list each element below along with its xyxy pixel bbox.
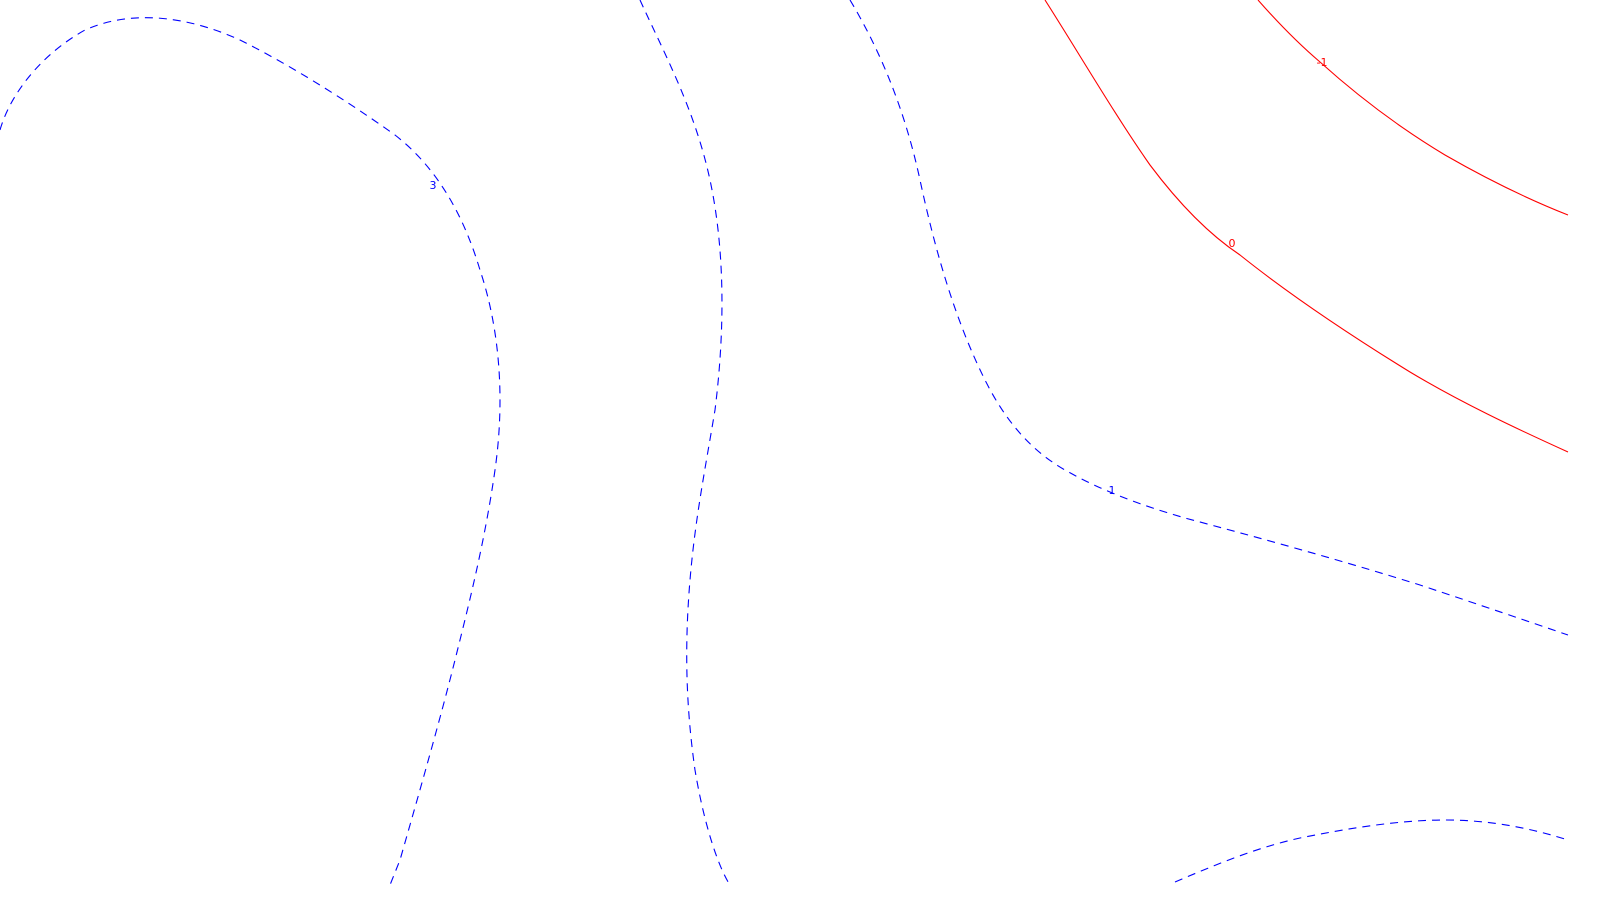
contour-line-neg1 (1257, 0, 1569, 216)
contour-line-bottom-right (1174, 819, 1569, 883)
contour-line-middle (639, 0, 731, 886)
contour-label-neg1: -1 (1317, 56, 1328, 69)
contour-label-1: 1 (1109, 484, 1116, 497)
contour-label-3: 3 (430, 179, 437, 192)
contour-line-0 (1044, 0, 1569, 453)
contour-label-0: 0 (1229, 237, 1236, 250)
contour-line-1 (849, 0, 1569, 636)
contour-line-3 (0, 17, 501, 886)
